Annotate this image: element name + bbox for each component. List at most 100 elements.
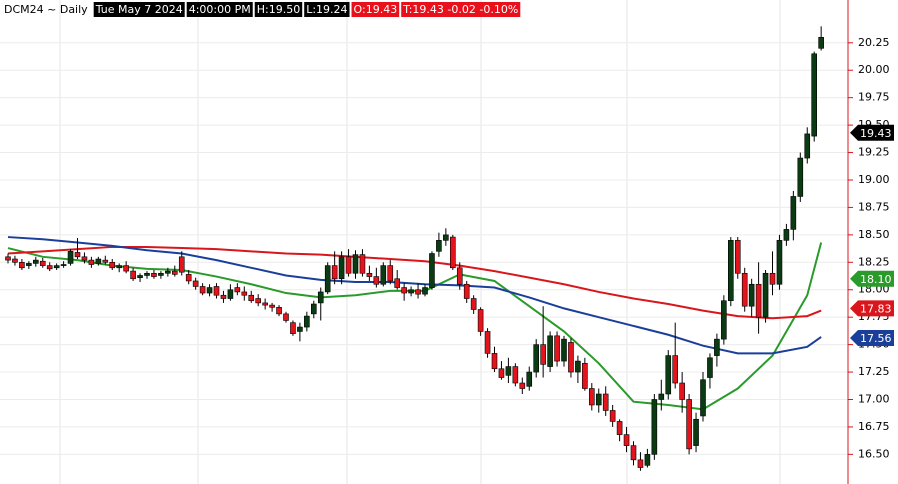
candle-body bbox=[67, 251, 74, 264]
candle-body bbox=[540, 344, 546, 365]
candle-body bbox=[665, 355, 672, 395]
y-tick-label: 18.75 bbox=[858, 200, 890, 213]
candle-body bbox=[206, 287, 213, 294]
moving-average-line bbox=[7, 242, 823, 411]
candle-body bbox=[727, 240, 734, 302]
candle-body bbox=[32, 259, 39, 264]
candle-body bbox=[415, 289, 421, 295]
candle-body bbox=[790, 196, 797, 230]
candle-body bbox=[60, 264, 67, 266]
info-text: L:19.24 bbox=[306, 3, 347, 16]
candle-body bbox=[429, 253, 435, 288]
info-text: 4:00:00 PM bbox=[189, 3, 251, 16]
candle-body bbox=[116, 265, 122, 269]
candle-body bbox=[783, 229, 790, 241]
candle-body bbox=[123, 265, 129, 272]
info-box bbox=[351, 2, 400, 17]
candle-body bbox=[5, 256, 11, 261]
candle-body bbox=[769, 272, 776, 285]
candle-body bbox=[609, 410, 616, 422]
candle-body bbox=[352, 254, 359, 274]
candle-body bbox=[366, 272, 373, 277]
candle-body bbox=[547, 335, 553, 367]
candle-body bbox=[651, 399, 658, 455]
candle-body bbox=[568, 342, 574, 373]
candle-body bbox=[519, 382, 526, 389]
info-box bbox=[401, 2, 521, 17]
candle-body bbox=[26, 263, 32, 266]
candle-body bbox=[220, 294, 227, 299]
y-tick-label: 20.00 bbox=[858, 63, 890, 76]
candle-body bbox=[463, 283, 470, 299]
candle-body bbox=[714, 338, 720, 356]
candle-body bbox=[776, 240, 783, 285]
candle-body bbox=[818, 37, 824, 49]
candle-body bbox=[505, 366, 512, 376]
candle-body bbox=[74, 252, 81, 258]
candle-body bbox=[561, 338, 567, 362]
y-tick-label: 18.25 bbox=[858, 255, 890, 268]
candle-body bbox=[109, 262, 116, 269]
candle-body bbox=[616, 421, 623, 435]
info-box bbox=[304, 2, 350, 17]
price-tag-bg bbox=[850, 124, 894, 141]
y-tick-label: 20.25 bbox=[858, 36, 890, 49]
candle-body bbox=[693, 418, 699, 446]
info-text: Tue May 7 2024 bbox=[95, 3, 183, 16]
y-tick-label: 19.75 bbox=[858, 91, 890, 104]
candle-body bbox=[276, 307, 282, 315]
candle-body bbox=[380, 265, 387, 285]
y-tick-label: 16.50 bbox=[858, 447, 890, 460]
candle-body bbox=[686, 399, 692, 450]
candle-body bbox=[81, 256, 88, 261]
candle-body bbox=[172, 270, 178, 275]
candle-body bbox=[192, 280, 199, 287]
candle-body bbox=[741, 272, 748, 307]
price-tag-label: 17.83 bbox=[860, 302, 892, 315]
candle-body bbox=[456, 267, 463, 285]
candle-body bbox=[484, 331, 491, 354]
y-tick-label: 19.25 bbox=[858, 146, 890, 159]
candle-body bbox=[387, 265, 394, 282]
price-tag-label: 18.10 bbox=[860, 273, 892, 286]
candle-body bbox=[283, 313, 289, 321]
candle-body bbox=[734, 240, 741, 274]
candle-body bbox=[248, 294, 255, 302]
candle-body bbox=[297, 326, 303, 332]
info-text: H:19.50 bbox=[257, 3, 300, 16]
candle-body bbox=[269, 304, 275, 308]
candle-body bbox=[443, 234, 449, 241]
candle-body bbox=[408, 289, 414, 294]
candle-body bbox=[185, 274, 192, 282]
moving-average-line bbox=[7, 245, 822, 320]
candle-body bbox=[324, 265, 331, 293]
candle-body bbox=[178, 256, 185, 273]
candle-body bbox=[227, 289, 234, 299]
candle-body bbox=[338, 256, 345, 280]
chart-title: DCM24 ~ Daily bbox=[4, 3, 88, 16]
info-box bbox=[93, 2, 185, 17]
candle-body bbox=[554, 335, 560, 362]
candle-body bbox=[721, 300, 727, 340]
candle-body bbox=[310, 303, 317, 315]
info-text: O:19.43 bbox=[354, 3, 398, 16]
candle-body bbox=[575, 360, 581, 373]
candle-body bbox=[12, 258, 18, 263]
candle-body bbox=[707, 357, 713, 378]
candle-body bbox=[811, 53, 818, 137]
candle-body bbox=[755, 283, 762, 318]
candle-body bbox=[317, 291, 324, 304]
candle-body bbox=[151, 272, 157, 277]
candle-body bbox=[262, 302, 268, 306]
price-tag-bg bbox=[850, 330, 894, 347]
candle-body bbox=[373, 276, 380, 285]
candle-body bbox=[477, 309, 484, 332]
candle-body bbox=[88, 259, 95, 265]
price-tag-bg bbox=[850, 300, 894, 317]
candle-body bbox=[102, 259, 109, 263]
candle-body bbox=[304, 315, 310, 328]
candle-body bbox=[644, 454, 651, 466]
candle-body bbox=[345, 256, 352, 274]
candle-body bbox=[401, 287, 407, 294]
